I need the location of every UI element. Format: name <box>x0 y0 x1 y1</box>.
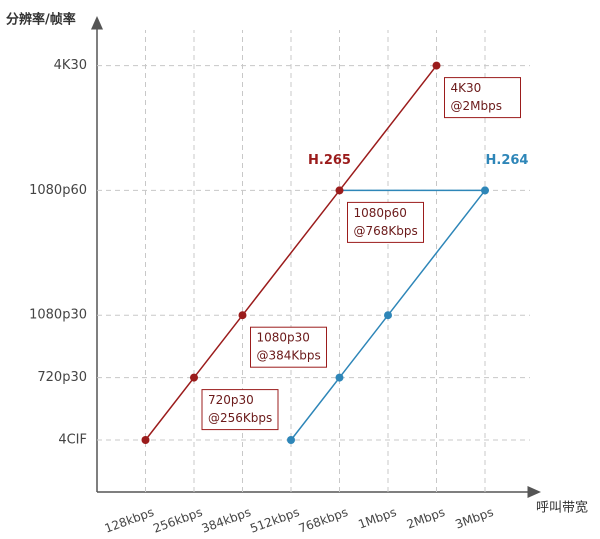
annotation-text: 720p30 <box>208 393 254 407</box>
annotation-text: @256Kbps <box>208 411 272 425</box>
annotation-text: @2Mbps <box>451 99 502 113</box>
data-point <box>335 186 344 195</box>
annotation: 1080p30 @384Kbps <box>250 326 327 368</box>
y-tick-label: 1080p60 <box>29 183 87 198</box>
x-tick-label: 1Mbps <box>356 505 398 532</box>
annotation: 4K30 @2Mbps <box>444 77 521 119</box>
annotation-box <box>201 389 279 431</box>
annotation: 720p30 @256Kbps <box>201 389 279 431</box>
annotation-text: 4K30 <box>451 81 482 95</box>
data-point <box>287 436 295 444</box>
y-tick-label: 4K30 <box>54 58 87 73</box>
x-tick-label: 512kbps <box>248 505 301 536</box>
x-tick-label: 384kbps <box>200 505 253 536</box>
y-tick-label: 4CIF <box>58 433 87 448</box>
x-tick-label: 2Mbps <box>405 505 447 532</box>
data-point <box>384 311 392 320</box>
series-label: H.264 <box>486 153 529 168</box>
annotation-text: 1080p30 <box>257 331 310 345</box>
data-point <box>238 311 247 320</box>
annotation-box <box>444 77 521 119</box>
data-point <box>190 373 198 382</box>
x-tick-label: 3Mbps <box>453 505 495 532</box>
annotation-box <box>347 201 424 243</box>
annotation: 1080p60 @768Kbps <box>347 201 424 243</box>
annotation-text: 1080p60 <box>354 206 407 220</box>
annotation-box <box>250 326 327 368</box>
series-label: H.265 <box>308 153 351 168</box>
x-tick-label: 256kbps <box>151 505 204 536</box>
data-point <box>335 373 344 382</box>
data-point <box>432 61 441 70</box>
x-axis-title: 呼叫带宽 <box>536 500 588 516</box>
data-point <box>141 436 150 444</box>
x-tick-label: 128kbps <box>103 505 156 536</box>
x-tick-label: 768kbps <box>297 505 350 536</box>
y-tick-label: 1080p30 <box>29 308 87 323</box>
y-axis-title: 分辨率/帧率 <box>6 12 76 28</box>
annotation-text: @384Kbps <box>257 349 321 363</box>
data-point <box>481 186 489 195</box>
annotation-text: @768Kbps <box>354 224 418 238</box>
series-line <box>290 189 486 441</box>
y-tick-label: 720p30 <box>37 370 87 385</box>
